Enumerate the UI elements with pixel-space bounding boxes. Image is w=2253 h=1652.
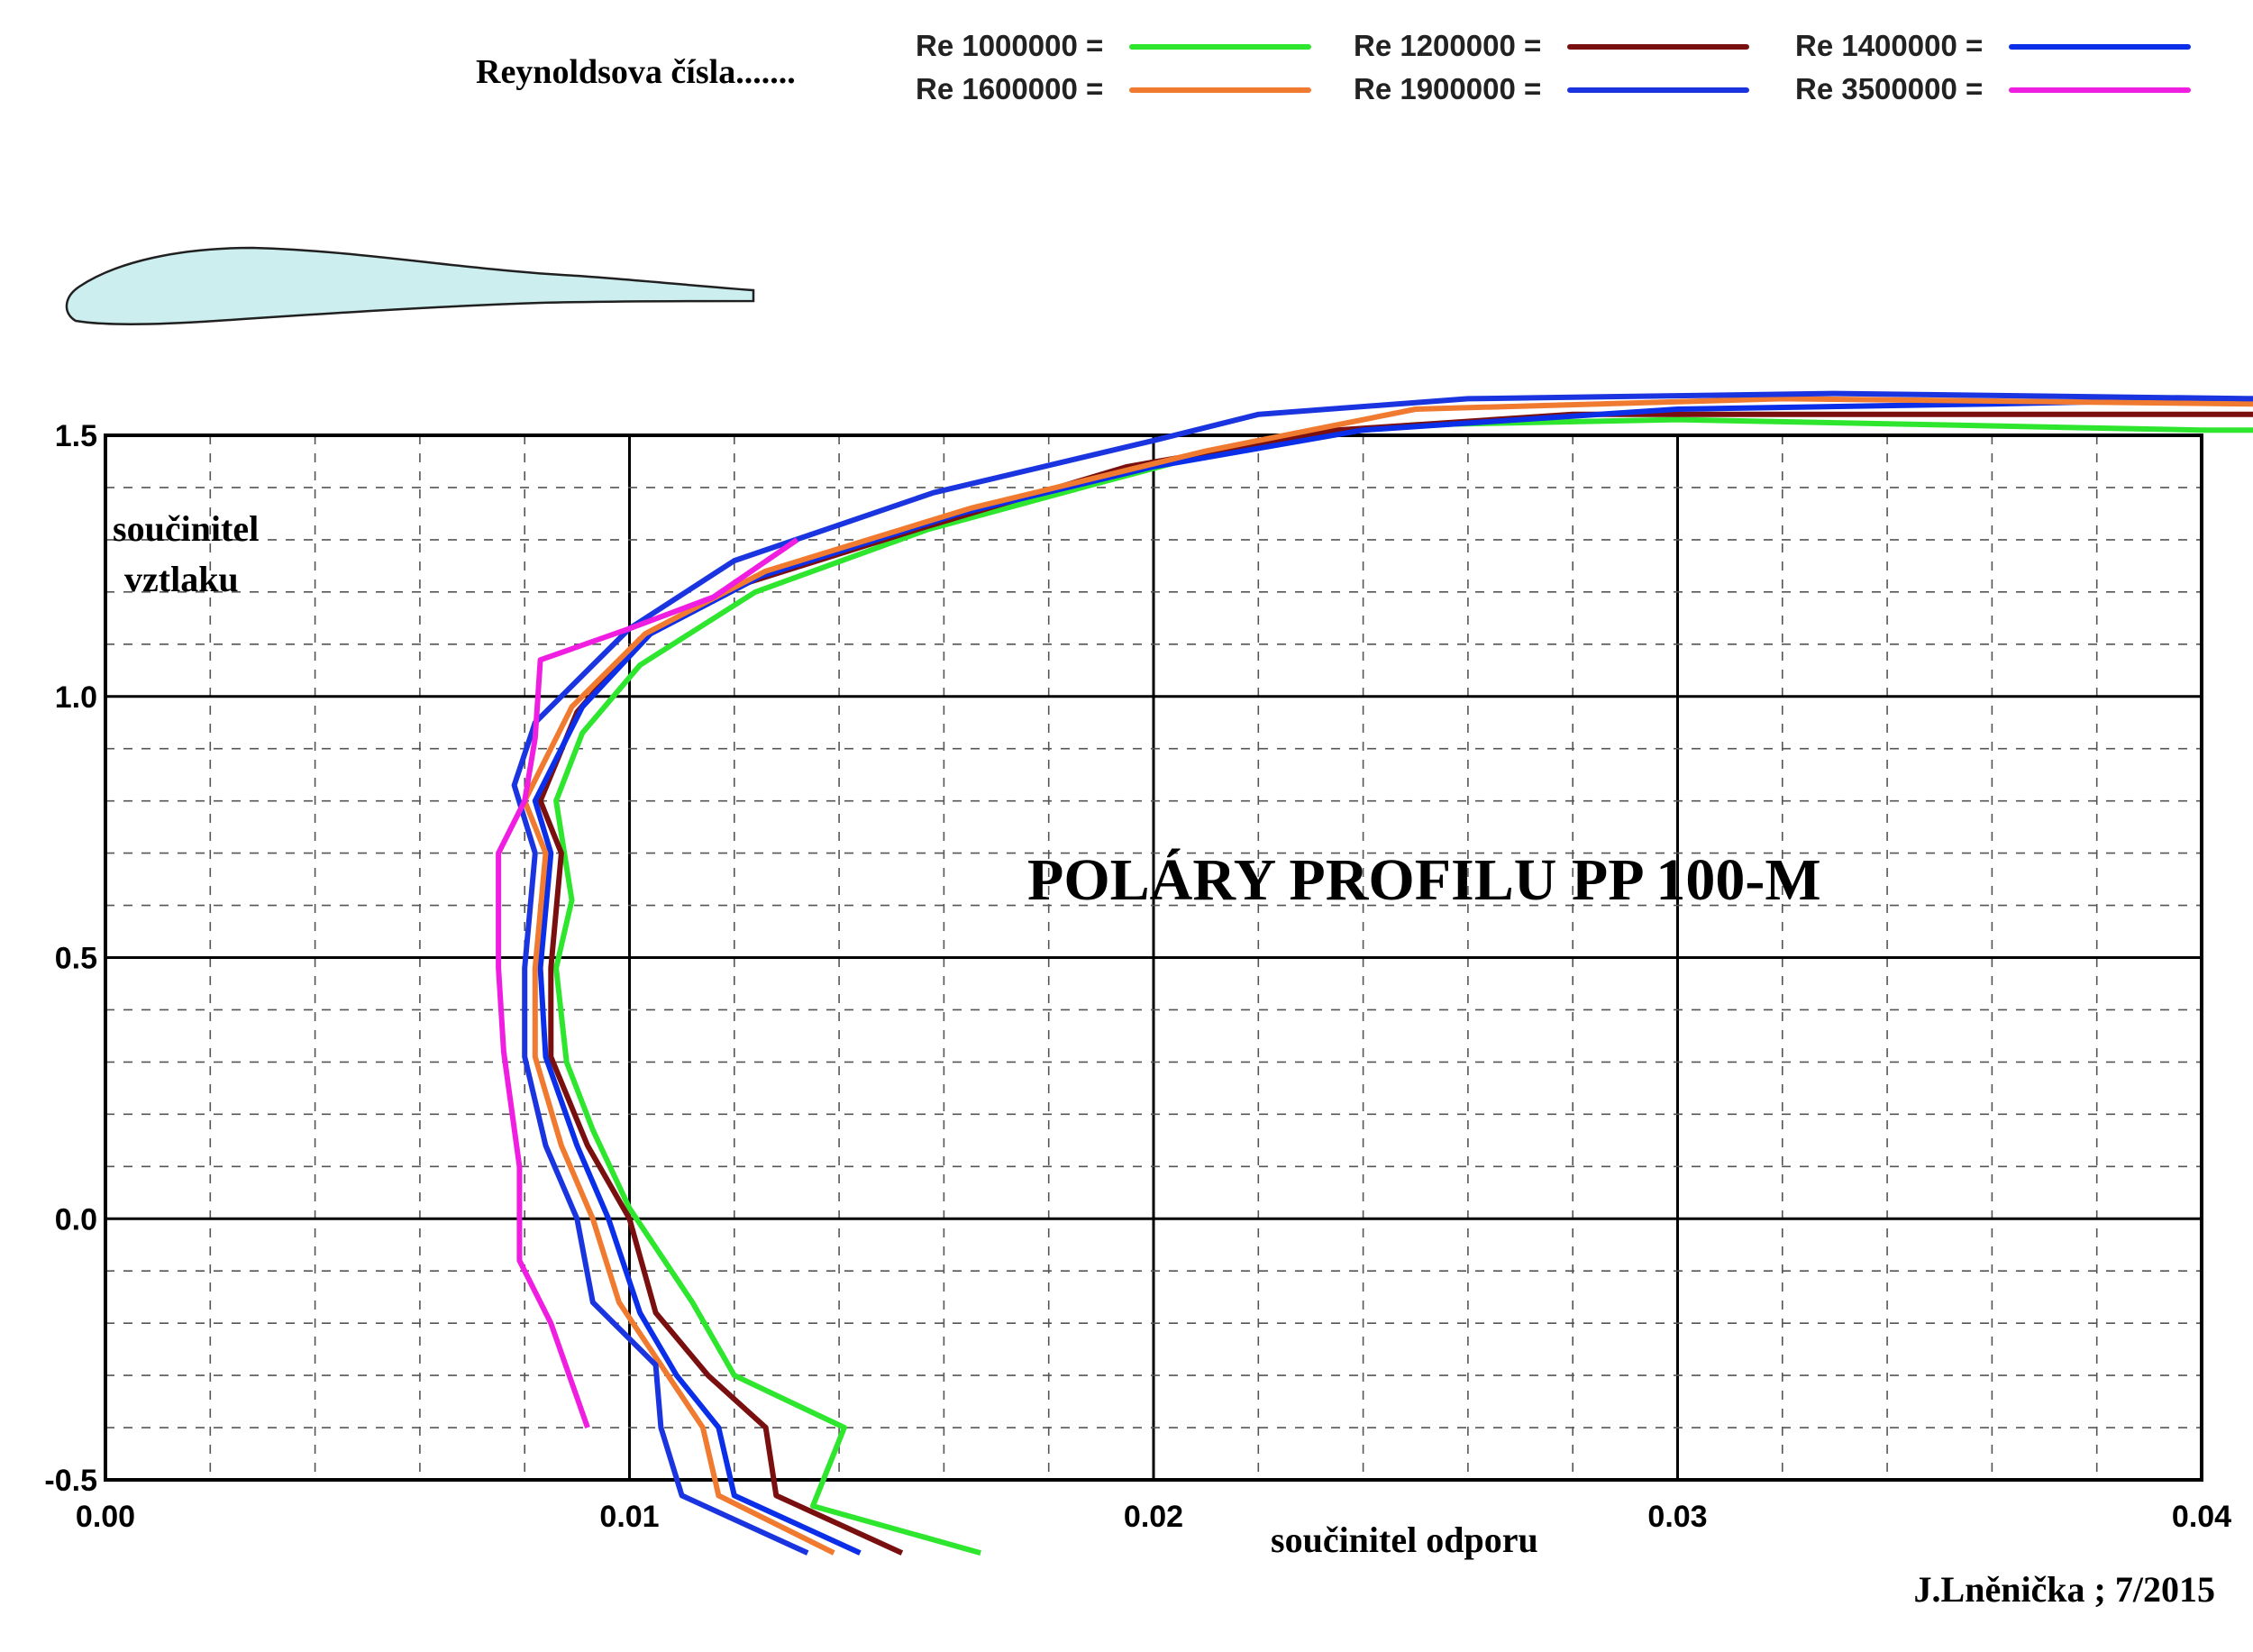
x-axis-label: součinitel odporu <box>1271 1520 1538 1560</box>
legend-label: Re 1000000 = <box>916 29 1103 62</box>
data-series <box>496 390 2253 1556</box>
y-axis-label-line1: součinitel <box>113 508 259 549</box>
series-line-3 <box>532 396 2253 1556</box>
y-tick-label: 1.0 <box>55 680 97 715</box>
y-axis-label-line2: vztlaku <box>124 559 239 599</box>
y-tick-label: 0.5 <box>55 942 97 976</box>
legend-label: Re 1200000 = <box>1354 29 1541 62</box>
x-tick-label: 0.01 <box>599 1500 659 1534</box>
series-line-5 <box>511 390 2253 1556</box>
legend-label: Re 3500000 = <box>1795 72 1983 105</box>
series-line-6 <box>496 537 799 1428</box>
y-tick-label: 0.0 <box>55 1202 97 1237</box>
author-credit: J.Lněnička ; 7/2015 <box>1914 1569 2215 1610</box>
chart-title: POLÁRY PROFILU PP 100-M <box>1027 847 1821 913</box>
grid-lines <box>105 435 2202 1480</box>
axis-tick-labels: 0.00 0.01 0.02 0.03 0.04 -0.5 0.0 0.5 1.0 1.5 <box>44 419 2231 1534</box>
y-tick-label: 1.5 <box>55 419 97 453</box>
legend: Re 1000000 = Re 1600000 = Re 1200000 = Re 1… <box>916 29 2191 105</box>
x-tick-label: 0.02 <box>1124 1500 1183 1534</box>
legend-label: Re 1900000 = <box>1354 72 1541 105</box>
series-line-2 <box>537 411 2253 1556</box>
legend-title: Reynoldsova čísla....... <box>476 53 796 91</box>
series-line-1 <box>553 416 2253 1556</box>
plot-frame <box>104 434 2203 1482</box>
legend-label: Re 1400000 = <box>1795 29 1983 62</box>
x-tick-label: 0.03 <box>1647 1500 1707 1534</box>
legend-label: Re 1600000 = <box>916 72 1103 105</box>
series-line-4 <box>522 396 2253 1556</box>
y-tick-label: -0.5 <box>44 1464 97 1498</box>
x-tick-label: 0.04 <box>2172 1500 2231 1534</box>
airfoil-profile-icon <box>65 246 755 326</box>
x-tick-label: 0.00 <box>76 1500 135 1534</box>
